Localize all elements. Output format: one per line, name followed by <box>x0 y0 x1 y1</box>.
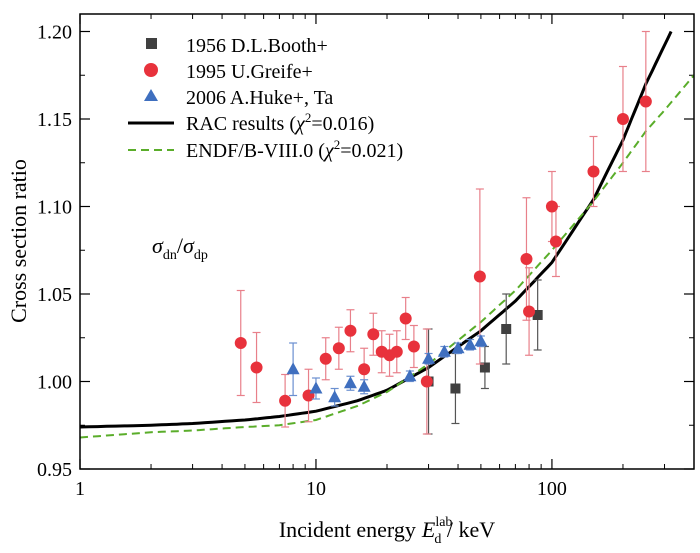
legend-marker-greife <box>144 63 158 77</box>
legend-label-huke: 2006 A.Huke+, Ta <box>186 87 333 109</box>
huke-point <box>451 341 465 354</box>
legend-marker-huke <box>144 89 158 101</box>
huke-point <box>403 369 417 382</box>
greife-point <box>234 337 247 349</box>
greife-point <box>473 270 486 283</box>
legend-endf-suffix: =0.021) <box>340 140 403 162</box>
greife-point <box>523 305 536 318</box>
legend-endf-prefix: ENDF/B-VIII.0 ( <box>186 140 325 162</box>
greife-point <box>358 363 371 376</box>
booth-point <box>479 362 490 373</box>
greife-point <box>399 312 412 325</box>
y-tick-label: 1.10 <box>37 197 72 219</box>
x-axis-label-symbol: E <box>421 517 436 542</box>
y-axis-label: Cross section ratio <box>6 159 31 323</box>
annotation-slash: / <box>177 233 184 258</box>
greife-point <box>390 345 403 358</box>
plot-frame <box>79 13 695 470</box>
greife-point <box>319 352 332 365</box>
greife-point <box>616 113 629 125</box>
endf-curve <box>80 74 694 439</box>
label-layer: 1 10 100 0.95 1.00 1.05 1.10 1.15 1.20 <box>37 22 567 501</box>
greife-point <box>279 394 292 407</box>
annotation-den: σ <box>183 233 195 258</box>
greife-point <box>520 253 533 265</box>
greife-point <box>545 200 558 213</box>
booth-point <box>450 383 461 394</box>
x-axis-label-sub: d <box>434 532 441 547</box>
greife-point <box>344 324 357 337</box>
legend-rac-prefix: RAC results ( <box>186 113 296 135</box>
legend-label-greife: 1995 U.Greife+ <box>186 61 313 83</box>
x-tick-label: 1 <box>75 478 85 500</box>
legend-label-booth: 1956 D.L.Booth+ <box>186 35 328 57</box>
huke-point <box>309 381 323 394</box>
tick-layer <box>79 14 695 470</box>
legend-rac-sup: 2 <box>305 110 312 125</box>
legend-endf-sup: 2 <box>334 137 341 152</box>
greife-point <box>639 95 652 108</box>
greife-point <box>549 235 562 248</box>
legend-rac-chi: χ <box>294 113 306 135</box>
rac-curve <box>80 30 673 429</box>
x-tick-label: 100 <box>537 478 567 500</box>
legend-label-rac: RAC results (χ2=0.016) <box>186 110 374 135</box>
greife-point <box>332 342 345 355</box>
huke-point <box>357 379 371 392</box>
x-axis-label-sup: lab <box>435 515 452 530</box>
y-tick-label: 1.00 <box>37 372 72 394</box>
y-tick-label: 1.15 <box>37 109 72 131</box>
huke-point <box>286 362 300 375</box>
x-axis-label-unit: / keV <box>441 517 495 542</box>
x-tick-label: 10 <box>306 478 326 500</box>
ratio-annotation: σdn/σdp <box>152 233 208 263</box>
annotation-num: σ <box>152 233 164 258</box>
legend-endf-chi: χ <box>323 140 335 162</box>
annotation-den-sub: dp <box>194 248 208 263</box>
greife-point <box>367 328 380 341</box>
huke-point <box>463 337 477 350</box>
greife-point <box>407 340 420 353</box>
booth-point <box>532 310 543 320</box>
greife-point <box>420 375 433 388</box>
legend-label-endf: ENDF/B-VIII.0 (χ2=0.021) <box>186 137 403 162</box>
annotation-num-sub: dn <box>163 248 177 263</box>
booth-point <box>501 324 512 334</box>
huke-point <box>343 376 357 389</box>
legend-marker-booth <box>146 38 157 49</box>
y-tick-label: 1.05 <box>37 284 72 306</box>
greife-point <box>250 361 263 374</box>
x-axis-label: Incident energy Elab d / keV <box>279 515 495 547</box>
y-tick-label: 1.20 <box>37 22 72 44</box>
greife-point <box>587 165 600 178</box>
x-axis-label-text: Incident energy <box>279 517 416 542</box>
huke-point <box>422 351 436 364</box>
huke-point <box>474 334 488 347</box>
legend: 1956 D.L.Booth+ 1995 U.Greife+ 2006 A.Hu… <box>128 35 403 162</box>
points-layer <box>234 30 652 435</box>
huke-point <box>328 390 342 403</box>
huke-point <box>437 344 451 357</box>
y-tick-label: 0.95 <box>37 459 72 481</box>
legend-rac-suffix: =0.016) <box>311 113 374 135</box>
